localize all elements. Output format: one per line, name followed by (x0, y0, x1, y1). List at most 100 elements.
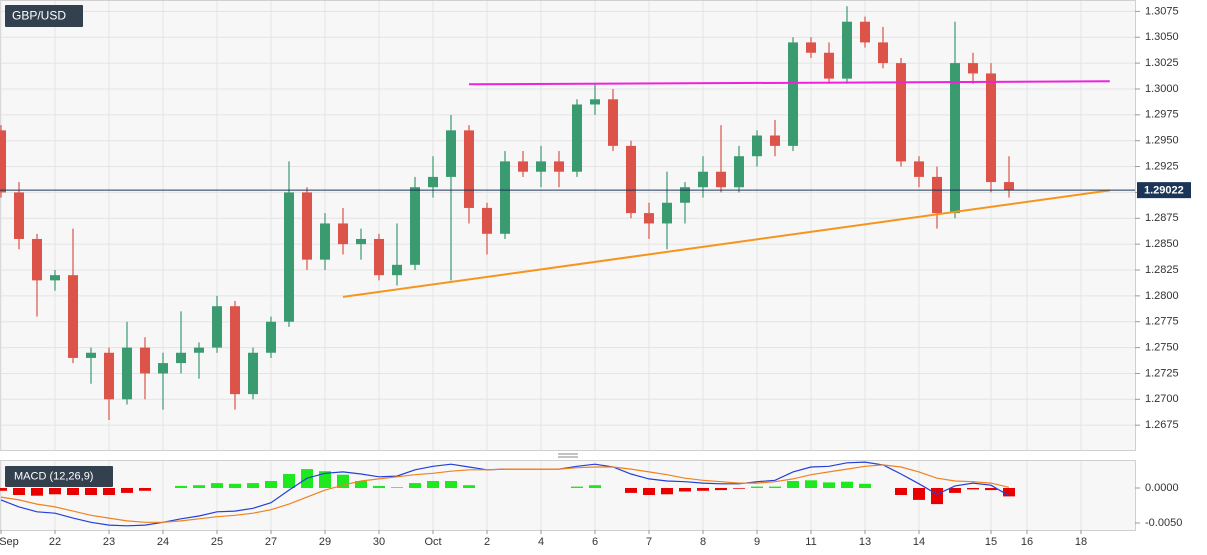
candle-body (14, 192, 24, 239)
candle-body (572, 104, 582, 172)
candle-body (158, 363, 168, 374)
x-tick-label: 24 (157, 536, 169, 548)
price-plot (0, 6, 1135, 420)
x-tick-label: 23 (103, 536, 115, 548)
candle-body (104, 352, 114, 400)
candle-body (590, 99, 600, 105)
candle-body (464, 130, 474, 208)
candle-body (338, 223, 348, 245)
y-tick-label: 1.3050 (1145, 31, 1179, 43)
axes: Sep 22 23 24 25 27 29 30 Oct 2 4 6 7 8 9 11 13 14 15 16 181.… (0, 5, 1191, 548)
histogram-bar (49, 488, 61, 495)
histogram-bar (787, 481, 799, 488)
histogram-bar (175, 485, 187, 488)
candle-body (734, 156, 744, 188)
histogram-bar (967, 488, 979, 490)
candle-body (428, 176, 438, 188)
candle-body (500, 161, 510, 234)
candle-body (986, 73, 996, 183)
x-tick-label: 13 (859, 536, 871, 548)
macd-pane (0, 460, 1136, 531)
histogram-bar (823, 482, 835, 488)
y-tick-label: 1.2725 (1145, 367, 1179, 379)
candle-body (860, 21, 870, 43)
symbol-title: GBP/USD (12, 9, 66, 23)
histogram-bar (661, 488, 673, 495)
histogram-bar (1003, 488, 1015, 497)
histogram-bar (31, 488, 43, 496)
pane-resize-handle[interactable] (558, 453, 578, 458)
histogram-bar (913, 488, 925, 500)
histogram-bar (931, 488, 943, 505)
trendline (468, 80, 1110, 86)
candle-body (716, 171, 726, 188)
y-tick-label: 1.2925 (1145, 160, 1179, 172)
x-tick-label: Sep (0, 536, 19, 548)
candle-body (266, 321, 276, 353)
histogram-bar (841, 481, 853, 488)
y-tick-label: 1.2975 (1145, 109, 1179, 121)
x-tick-label: 22 (49, 536, 61, 548)
candle-body (68, 275, 78, 358)
histogram-bar (985, 488, 997, 491)
y-tick-label: 1.2800 (1145, 290, 1179, 302)
candle-body (1004, 182, 1014, 191)
y-tick-label: 1.2675 (1145, 419, 1179, 431)
histogram-bar (697, 488, 709, 491)
candle-body (284, 192, 294, 322)
candle-body (914, 161, 924, 177)
candle-body (770, 135, 780, 146)
candle-body (824, 52, 834, 79)
candle-body (896, 63, 906, 162)
trendline (342, 189, 1110, 298)
candle-body (626, 145, 636, 214)
candle-body (968, 63, 978, 74)
y-tick-label: 1.3075 (1145, 5, 1179, 17)
y-tick-label: 1.2750 (1145, 341, 1179, 353)
histogram-bar (13, 488, 25, 495)
histogram-bar (589, 485, 601, 488)
candle-body (788, 42, 798, 146)
x-tick-label: 7 (646, 536, 652, 548)
y-tick-label: 1.2825 (1145, 264, 1179, 276)
histogram-bar (355, 481, 367, 488)
candle-body (356, 238, 366, 245)
macd-plot (0, 461, 1015, 527)
candle-body (212, 306, 222, 348)
candle-body (554, 161, 564, 172)
histogram-bar (895, 488, 907, 495)
candle-body (536, 161, 546, 172)
histogram-bar (319, 471, 331, 488)
candle-body (140, 347, 150, 374)
candle-body (194, 347, 204, 353)
x-tick-label: 16 (1021, 536, 1033, 548)
histogram-bar (769, 486, 781, 488)
candle-body (842, 21, 852, 79)
y-tick-label: -0.0050 (1145, 517, 1182, 529)
candle-body (644, 213, 654, 224)
histogram-bar (265, 481, 277, 488)
histogram-bar (193, 485, 205, 488)
candle-body (122, 347, 132, 400)
candle-body (446, 130, 456, 177)
histogram-bar (571, 486, 583, 488)
candle-body (482, 207, 492, 234)
macd-line (0, 464, 1010, 523)
candle-body (878, 42, 888, 64)
x-tick-label: 29 (319, 536, 331, 548)
histogram-bar (949, 488, 961, 493)
x-tick-label: 15 (985, 536, 997, 548)
candle-body (176, 352, 186, 364)
candle-body (374, 238, 384, 276)
x-tick-label: 27 (265, 536, 277, 548)
candle-body (230, 306, 240, 395)
y-tick-label: 1.3025 (1145, 57, 1179, 69)
histogram-bar (0, 488, 7, 491)
y-tick-label: 1.2850 (1145, 238, 1179, 250)
candle-body (302, 192, 312, 260)
candle-body (752, 135, 762, 157)
candle-body (662, 202, 672, 224)
histogram-bar (391, 487, 403, 488)
